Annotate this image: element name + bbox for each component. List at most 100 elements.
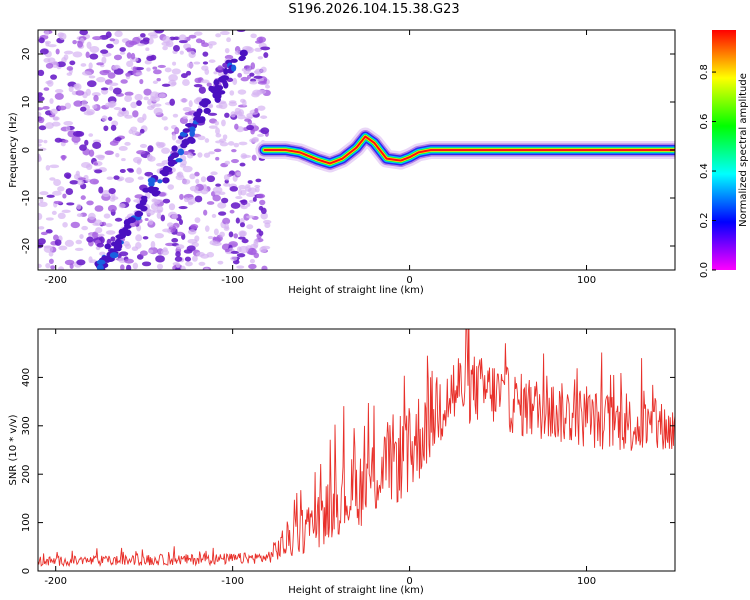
spectrogram-noise-blob: [38, 154, 42, 162]
spectrogram-noise-blob: [45, 229, 53, 234]
spectrogram-noise-blob: [168, 74, 178, 82]
colorbar-label: Normalized spectral amplitude: [738, 73, 749, 227]
spectrogram-noise-blob: [201, 42, 210, 48]
spectrogram-noise-blob: [89, 45, 100, 53]
spectrogram-noise-blob: [170, 81, 177, 86]
spectrogram-noise-blob: [186, 153, 194, 159]
spectrogram-x-tick-label: -200: [44, 275, 67, 286]
spectrogram-y-tick-label: -10: [21, 190, 32, 206]
spectrogram-noise-blob: [96, 242, 104, 248]
spectrogram-noise-blob: [53, 200, 63, 205]
spectrogram-noise-blob: [81, 225, 89, 231]
spectrogram-noise-blob: [54, 88, 64, 94]
spectrogram-noise-blob: [105, 31, 112, 38]
spectrogram-noise-blob: [48, 258, 54, 264]
spectrogram-noise-blob: [261, 265, 268, 270]
spectrogram-noise-blob: [44, 30, 50, 37]
spectrogram-diagonal-blob: [214, 92, 222, 100]
spectrogram-noise-blob: [38, 37, 45, 44]
spectrogram-noise-blob: [61, 155, 66, 161]
spectrogram-noise-blob: [219, 141, 229, 147]
spectrogram-noise-blob: [150, 202, 159, 211]
spectrogram-noise-blob: [135, 72, 143, 76]
spectrogram-noise-blob: [109, 100, 117, 107]
spectrogram-noise-blob: [139, 128, 145, 134]
spectrogram-noise-blob: [100, 87, 109, 91]
spectrogram-noise-blob: [253, 75, 263, 79]
spectrogram-noise-blob: [246, 215, 255, 219]
spectrogram-noise-blob: [154, 30, 165, 34]
spectrogram-noise-blob: [119, 47, 126, 52]
spectrogram-noise-blob: [72, 130, 83, 137]
spectrogram-noise-blob: [246, 124, 255, 131]
spectrogram-noise-blob: [94, 205, 104, 212]
spectrogram-noise-blob: [224, 160, 231, 165]
spectrogram-noise-blob: [188, 34, 197, 39]
spectrogram-noise-blob: [200, 176, 207, 183]
spectrogram-noise-blob: [38, 92, 43, 97]
spectrogram-noise-blob: [209, 240, 218, 246]
spectrogram-noise-blob: [150, 91, 160, 99]
spectrogram-noise-blob: [62, 221, 68, 228]
spectrogram-noise-blob: [64, 239, 75, 247]
spectrogram-noise-blob: [88, 133, 94, 137]
spectrogram-noise-blob: [38, 139, 44, 144]
spectrogram-noise-blob: [171, 214, 179, 220]
spectrogram-noise-blob: [134, 93, 143, 101]
spectrogram-noise-blob: [167, 184, 175, 190]
spectrogram-noise-blob: [162, 198, 171, 204]
spectrogram-noise-blob: [194, 235, 200, 242]
spectrogram-noise-blob: [135, 242, 142, 249]
spectrogram-noise-blob: [58, 245, 68, 251]
spectrogram-noise-blob: [130, 52, 136, 60]
spectrogram-noise-blob: [228, 231, 234, 238]
spectrogram-noise-blob: [224, 248, 230, 253]
spectrogram-noise-blob: [139, 78, 144, 85]
spectrogram-noise-cloud: [38, 30, 272, 270]
spectrogram-noise-blob: [38, 69, 45, 77]
spectrogram-noise-blob: [52, 190, 62, 196]
spectrogram-noise-blob: [255, 178, 262, 183]
spectrogram-noise-blob: [45, 122, 54, 129]
spectrogram-noise-blob: [137, 43, 146, 47]
spectrogram-noise-blob: [194, 217, 201, 223]
spectrogram-noise-blob: [175, 267, 181, 270]
spectrogram-noise-blob: [224, 47, 230, 54]
spectrogram-noise-blob: [124, 177, 135, 183]
spectrogram-noise-blob: [107, 116, 113, 121]
spectrogram-noise-blob: [103, 125, 109, 132]
spectrogram-noise-blob: [217, 202, 227, 209]
spectrogram-noise-blob: [257, 105, 266, 111]
spectrogram-noise-blob: [109, 140, 119, 146]
spectrogram-noise-blob: [192, 255, 198, 262]
spectrogram-noise-blob: [80, 63, 87, 67]
spectrogram-noise-blob: [137, 176, 144, 180]
spectrogram-noise-blob: [118, 145, 128, 151]
colorbar-tick-label: 0.6: [699, 114, 710, 130]
spectrogram-noise-blob: [175, 174, 185, 181]
spectrogram-noise-blob: [246, 224, 254, 230]
spectrogram-noise-blob: [256, 193, 266, 199]
spectrogram-noise-blob: [254, 108, 259, 113]
spectrogram-noise-blob: [155, 255, 165, 263]
spectrogram-noise-blob: [206, 82, 212, 87]
spectrogram-noise-blob: [215, 104, 223, 109]
spectrogram-noise-blob: [63, 50, 74, 55]
spectrogram-x-tick-label: 0: [406, 275, 412, 286]
snr-x-tick-label: 100: [577, 576, 596, 587]
spectrogram-noise-blob: [142, 37, 150, 42]
spectrogram-noise-blob: [61, 209, 71, 214]
spectrogram-noise-blob: [263, 52, 269, 59]
spectrogram-noise-blob: [39, 197, 44, 203]
spectrogram-noise-blob: [212, 194, 221, 202]
snr-plot-area: [38, 329, 675, 571]
spectrogram-noise-blob: [115, 153, 120, 158]
spectrogram-noise-blob: [73, 100, 83, 107]
spectrogram-noise-blob: [195, 178, 200, 184]
spectrogram-noise-blob: [233, 233, 239, 239]
spectrogram-noise-blob: [93, 94, 99, 102]
spectrogram-noise-blob: [86, 41, 92, 49]
spectrogram-noise-blob: [178, 40, 188, 44]
spectrogram-noise-blob: [257, 80, 267, 85]
spectrogram-noise-blob: [110, 197, 116, 202]
